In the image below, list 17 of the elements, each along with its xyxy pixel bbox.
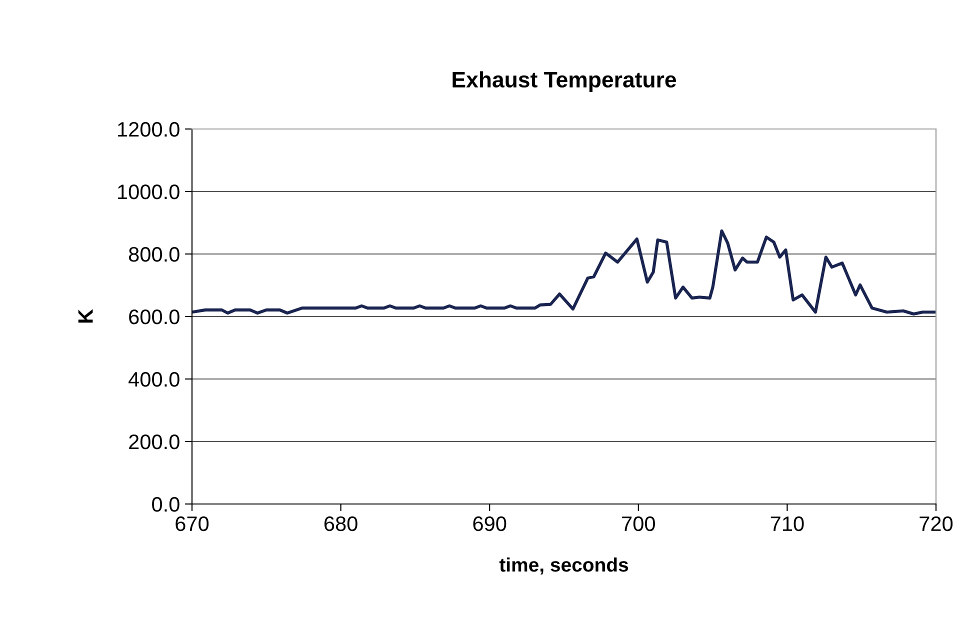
line-series — [192, 229, 936, 316]
chart-title: Exhaust Temperature — [452, 71, 676, 92]
y-axis-title: K — [78, 309, 93, 323]
x-tick-label: 700 — [622, 516, 655, 532]
x-tick-label: 720 — [920, 516, 953, 532]
y-tick-label: 0.0 — [152, 497, 180, 512]
y-tick-label: 600.0 — [129, 310, 180, 324]
x-tick-label: 710 — [770, 516, 804, 532]
x-tick-label: 680 — [324, 516, 358, 532]
y-tick-label: 1200.0 — [118, 122, 180, 137]
x-tick-label: 670 — [176, 516, 209, 532]
x-axis-title: time, seconds — [499, 557, 628, 575]
y-tick-label: 1000.0 — [118, 184, 180, 200]
y-tick-label: 400.0 — [128, 372, 180, 387]
y-tick-label: 200.0 — [129, 434, 180, 450]
y-tick-label: 800.0 — [128, 247, 180, 262]
x-tick-label: 690 — [473, 516, 506, 532]
